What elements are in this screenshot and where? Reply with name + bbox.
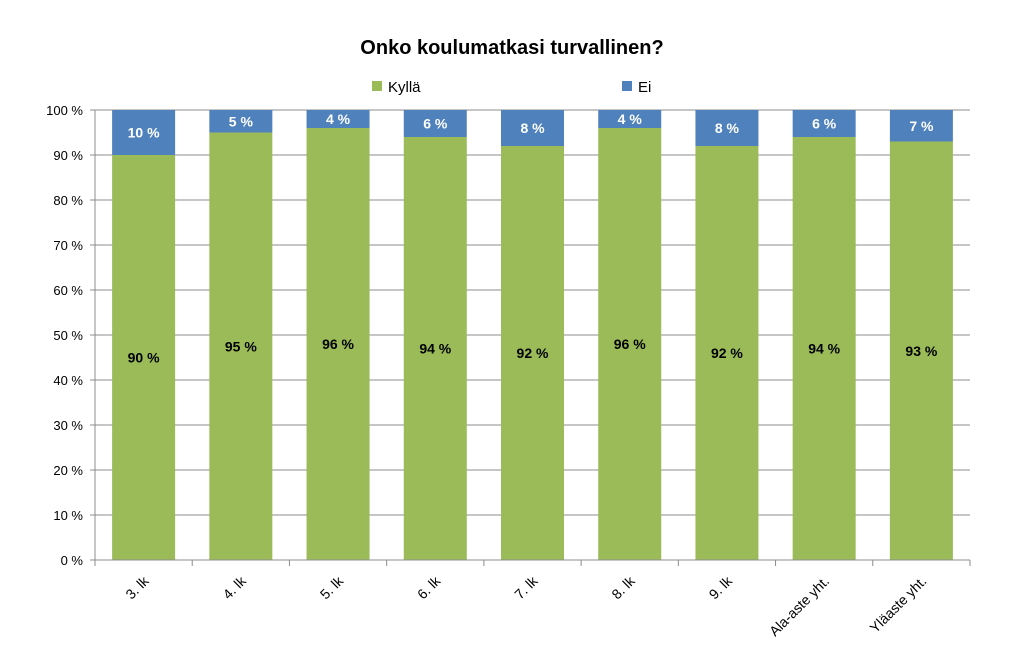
bar-ei [598,110,662,128]
y-tick-label: 50 % [53,328,83,343]
y-axis-ticks: 0 % 10 % 20 % 30 % 40 % 50 % 60 % 70 % 80 % 90 % 1… [46,103,95,568]
data-label: 93 % [905,343,937,359]
bar-ei [501,110,564,146]
data-labels: 90 % 10 % 95 % 5 % 96 % 4 % 94 % 6 % 92 % 8 % 96 %… [128,111,938,366]
x-tick-label: Yläaste yht. [866,573,929,636]
bar-ei [112,110,176,155]
y-tick-label: 30 % [53,418,83,433]
x-tick-label: 9. lk [706,572,736,602]
x-tick-label: 3. lk [122,572,152,602]
data-label: 94 % [808,341,840,357]
bar-kyllä [112,155,176,560]
data-label: 95 % [225,338,257,354]
x-tick-label: 6. lk [414,572,444,602]
bars [112,110,953,560]
bar-kyllä [403,137,467,560]
bar-kyllä [889,141,953,560]
x-tick-label: 5. lk [317,572,347,602]
data-label: 90 % [128,350,160,366]
y-tick-label: 40 % [53,373,83,388]
x-tick-label: 7. lk [511,572,541,602]
legend-swatch [372,81,382,91]
data-label: 92 % [517,345,549,361]
x-tick-label: 4. lk [219,572,249,602]
x-tick-label: Ala-aste yht. [766,573,832,639]
data-label: 6 % [812,116,837,132]
x-tick-label: 8. lk [608,572,638,602]
legend-label: Ei [638,79,651,96]
bar-kyllä [209,132,273,560]
data-label: 8 % [715,120,740,136]
data-label: 10 % [128,125,160,141]
bar-ei [889,110,953,142]
axes [94,110,970,561]
data-label: 96 % [322,336,354,352]
data-label: 8 % [520,120,545,136]
bar-ei [695,110,759,146]
y-tick-label: 70 % [53,238,83,253]
data-label: 7 % [909,118,934,134]
chart-title: Onko koulumatkasi turvallinen? [360,37,663,59]
bar-kyllä [792,137,856,560]
legend-label: Kyllä [388,79,421,96]
bar-kyllä [501,146,564,560]
x-axis-ticks: 3. lk 4. lk 5. lk 6. lk 7. lk 8. lk 9. lk Ala-a… [94,560,971,639]
data-label: 5 % [229,113,254,129]
data-label: 6 % [423,116,448,132]
y-tick-label: 100 % [46,103,83,118]
y-tick-label: 10 % [53,508,83,523]
legend: Kyllä Ei [372,79,651,96]
bar-kyllä [598,128,662,560]
bar-ei [209,110,273,133]
y-tick-label: 0 % [61,553,84,568]
bar-kyllä [695,146,759,560]
y-tick-label: 80 % [53,193,83,208]
data-label: 4 % [618,111,643,127]
bar-ei [792,110,856,137]
y-tick-label: 20 % [53,463,83,478]
bar-kyllä [306,128,370,560]
data-label: 92 % [711,345,743,361]
y-tick-label: 60 % [53,283,83,298]
data-label: 4 % [326,111,351,127]
y-tick-label: 90 % [53,148,83,163]
legend-swatch [622,81,632,91]
bar-ei [306,110,370,128]
data-label: 96 % [614,336,646,352]
bar-ei [403,110,467,137]
data-label: 94 % [419,341,451,357]
